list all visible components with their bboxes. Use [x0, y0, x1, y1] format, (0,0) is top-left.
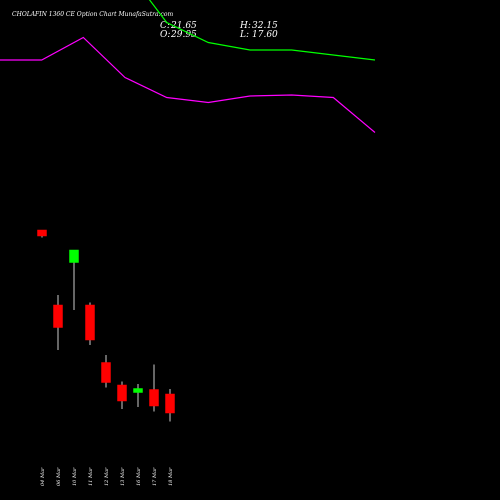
candle-body — [165, 393, 175, 414]
candle-body — [149, 389, 159, 407]
x-tick-label: 17 Mar — [152, 467, 158, 486]
x-tick-label: 10 Mar — [72, 467, 78, 486]
indicator-line-2 — [0, 36, 376, 133]
candle — [37, 229, 47, 238]
high-value: 32.15 — [252, 21, 278, 31]
candle — [165, 389, 175, 422]
candle — [101, 355, 111, 388]
x-tick-label: 04 Mar — [40, 467, 46, 486]
indicator-lines — [0, 0, 376, 133]
x-tick-label: 11 Mar — [88, 467, 94, 486]
candle-body — [37, 229, 47, 237]
x-tick-label: 06 Mar — [56, 467, 62, 486]
candle — [53, 295, 63, 350]
indicator-line-1 — [148, 0, 376, 61]
low-value: 17.60 — [252, 30, 278, 40]
low-label: L: — [239, 30, 249, 40]
x-tick-label: 18 Mar — [168, 467, 174, 486]
candle — [69, 249, 79, 310]
x-tick-label: 16 Mar — [136, 467, 142, 486]
candle-body — [85, 304, 95, 341]
open-value: 29.95 — [170, 30, 197, 40]
candle-body — [133, 388, 143, 393]
candle-body — [53, 304, 63, 328]
candle — [149, 364, 159, 412]
x-tick-label: 12 Mar — [104, 467, 110, 486]
candle — [117, 381, 127, 409]
candle-body — [117, 384, 127, 402]
candles — [37, 229, 175, 422]
candle-body — [69, 249, 79, 263]
x-tick-label: 13 Mar — [120, 467, 126, 486]
high-label: H: — [239, 21, 251, 31]
close-value: 21.65 — [170, 21, 197, 31]
candle — [133, 384, 143, 407]
chart-title: CHOLAFIN 1360 CE Option Chart MunafaSutr… — [12, 11, 173, 18]
open-label: O: — [160, 30, 170, 40]
close-label: C: — [160, 21, 170, 31]
candle — [85, 302, 95, 345]
candle-body — [101, 362, 111, 383]
x-axis-ticks: 04 Mar 06 Mar 10 Mar 11 Mar 12 Mar 13 Mar 16 M… — [40, 467, 174, 486]
